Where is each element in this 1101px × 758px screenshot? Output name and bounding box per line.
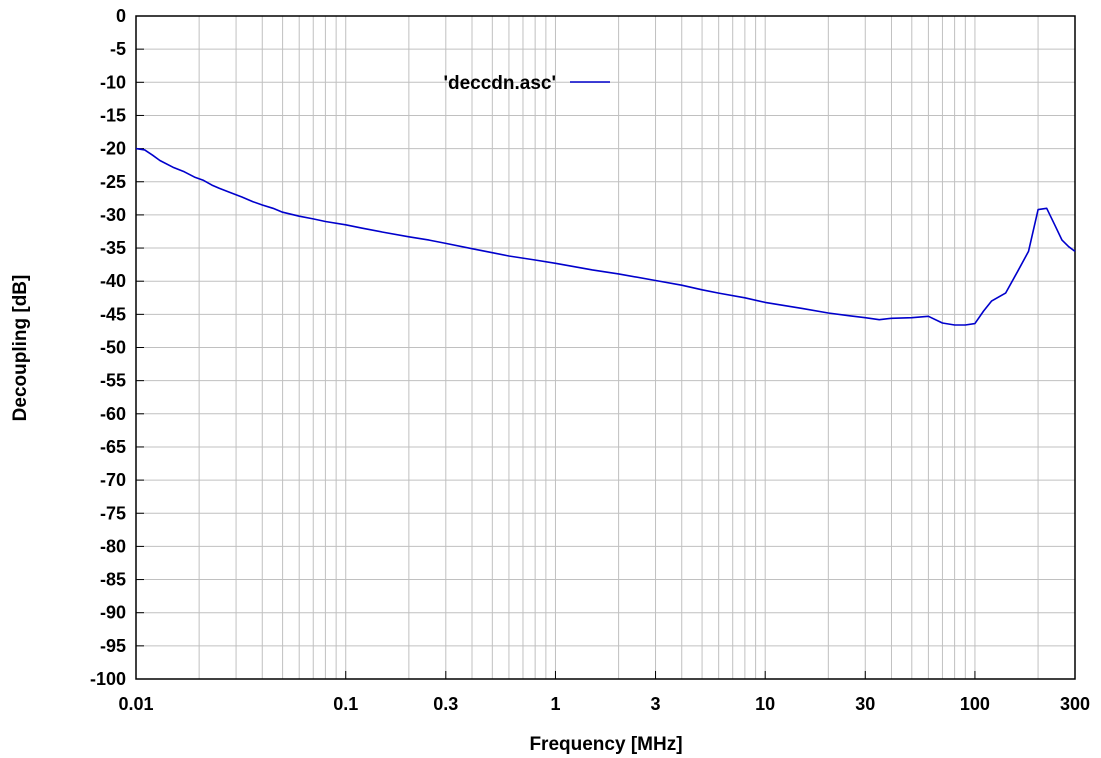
y-tick-label: -65 bbox=[100, 437, 126, 457]
y-axis-label: Decoupling [dB] bbox=[10, 275, 31, 422]
y-tick-label: -50 bbox=[100, 338, 126, 358]
x-tick-label: 0.01 bbox=[118, 694, 153, 714]
y-tick-label: -40 bbox=[100, 271, 126, 291]
y-tick-label: -70 bbox=[100, 470, 126, 490]
y-tick-label: -15 bbox=[100, 105, 126, 125]
y-tick-label: -100 bbox=[90, 669, 126, 689]
y-tick-label: -35 bbox=[100, 238, 126, 258]
x-tick-label: 300 bbox=[1060, 694, 1090, 714]
x-tick-label: 30 bbox=[855, 694, 875, 714]
y-tick-label: -10 bbox=[100, 72, 126, 92]
x-tick-label: 0.3 bbox=[433, 694, 458, 714]
y-tick-label: -90 bbox=[100, 603, 126, 623]
x-axis-ticks: 0.01 0.1 0.3 1 3 10 30 100 300 bbox=[118, 671, 1090, 714]
x-tick-label: 10 bbox=[755, 694, 775, 714]
x-tick-label: 3 bbox=[651, 694, 661, 714]
y-tick-label: -95 bbox=[100, 636, 126, 656]
y-tick-label: -55 bbox=[100, 371, 126, 391]
y-tick-label: -30 bbox=[100, 205, 126, 225]
y-tick-label: -5 bbox=[110, 39, 126, 59]
y-axis-ticks: 0 -5 -10 -15 -20 -25 -30 -35 -40 -45 -50 -55 -60 -65 -… bbox=[90, 6, 144, 689]
series-layer bbox=[135, 147, 1076, 326]
series-line-deccdn bbox=[135, 147, 1076, 326]
y-tick-label: -80 bbox=[100, 536, 126, 556]
y-tick-label: -25 bbox=[100, 172, 126, 192]
legend: 'deccdn.asc' bbox=[443, 73, 610, 94]
y-tick-label: -60 bbox=[100, 404, 126, 424]
x-tick-label: 0.1 bbox=[333, 694, 358, 714]
y-tick-label: -85 bbox=[100, 570, 126, 590]
y-tick-label: 0 bbox=[116, 6, 126, 26]
grid bbox=[135, 15, 1076, 680]
x-tick-label: 1 bbox=[550, 694, 560, 714]
y-tick-label: -75 bbox=[100, 503, 126, 523]
x-tick-label: 100 bbox=[960, 694, 990, 714]
x-axis-label: Frequency [MHz] bbox=[529, 734, 682, 755]
legend-label: 'deccdn.asc' bbox=[443, 73, 556, 94]
y-tick-label: -45 bbox=[100, 304, 126, 324]
y-tick-label: -20 bbox=[100, 139, 126, 159]
